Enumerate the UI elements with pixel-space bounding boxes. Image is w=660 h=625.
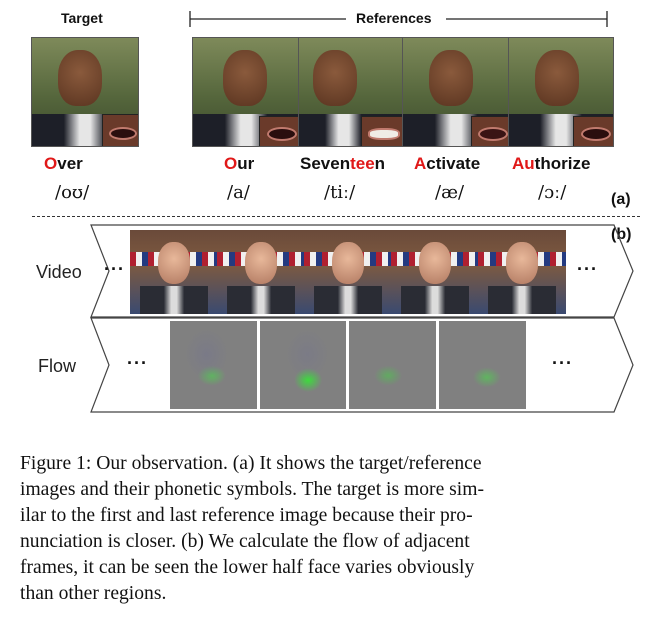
flow-frame-3 — [349, 321, 436, 409]
flow-frame-2 — [260, 321, 346, 409]
references-header: References — [356, 10, 432, 26]
reference-mouth-inset-2 — [361, 116, 403, 146]
reference-word-2: Seventeen — [300, 154, 386, 173]
target-header: Target — [61, 10, 103, 26]
reference-face-image-4 — [508, 37, 614, 147]
reference-word-3: Activate — [414, 154, 481, 173]
video-frame-strip — [130, 230, 566, 314]
video-frame-1 — [130, 230, 217, 314]
video-frame-3 — [304, 230, 391, 314]
caption-line: images and their phonetic symbols. The t… — [20, 479, 484, 500]
dashed-separator — [32, 216, 640, 217]
reference-face-image-3 — [402, 37, 510, 147]
reference-phonetic-4: /ɔː/ — [538, 182, 567, 203]
video-frame-5 — [478, 230, 566, 314]
flow-row-arrow-frame — [90, 317, 634, 413]
flow-end-ellipsis: ··· — [552, 353, 573, 373]
target-word: Over — [44, 154, 83, 173]
reference-phonetic-3: /æ/ — [435, 182, 465, 203]
reference-face-image-1 — [192, 37, 300, 147]
target-phonetic: /oʊ/ — [55, 182, 90, 203]
reference-word-4: Authorize — [512, 154, 591, 173]
flow-start-ellipsis: ··· — [127, 353, 148, 373]
reference-phonetic-2: /tiː/ — [324, 182, 356, 203]
target-mouth-inset — [102, 114, 138, 146]
reference-mouth-inset-1 — [259, 116, 299, 146]
video-start-ellipsis: ··· — [104, 259, 125, 279]
caption-line: nunciation is closer. (b) We calculate t… — [20, 531, 470, 552]
video-label: Video — [36, 262, 82, 282]
panel-a-label: (a) — [611, 191, 631, 208]
target-face-image — [31, 37, 139, 147]
figure-caption: Figure 1: Our observation. (a) It shows … — [20, 451, 645, 607]
video-end-ellipsis: ··· — [577, 259, 598, 279]
caption-line: Figure 1: Our observation. (a) It shows … — [20, 453, 482, 474]
flow-frame-1 — [170, 321, 257, 409]
caption-line: ilar to the first and last reference ima… — [20, 505, 473, 526]
video-frame-4 — [391, 230, 478, 314]
reference-face-image-2 — [298, 37, 404, 147]
reference-phonetic-1: /a/ — [227, 182, 250, 203]
caption-line: frames, it can be seen the lower half fa… — [20, 557, 475, 578]
reference-mouth-inset-4 — [573, 116, 613, 146]
video-frame-2 — [217, 230, 304, 314]
references-bracket — [189, 11, 608, 27]
flow-frame-4 — [439, 321, 526, 409]
reference-mouth-inset-3 — [471, 116, 509, 146]
video-row-arrow-frame — [90, 224, 634, 318]
flow-label: Flow — [38, 356, 77, 376]
reference-word-1: Our — [224, 154, 255, 173]
caption-line: than other regions. — [20, 583, 167, 604]
